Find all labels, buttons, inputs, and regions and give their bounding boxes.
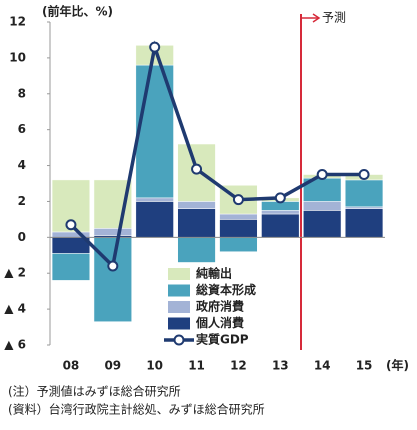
x-tick-label: 12 [230,359,247,373]
legend-swatch [168,317,190,330]
x-tick-label: 15 [356,359,373,373]
line-marker [358,169,370,181]
y-tick-label: 2 [18,194,26,208]
bar-segment [219,213,258,220]
legend-label: 総資本形成 [196,282,256,297]
y-tick-label: 12 [9,15,26,29]
y-axis-title: (前年比、%) [42,4,113,19]
bar-segment [135,197,174,202]
bar-segment [93,237,132,322]
bar-segment [344,206,384,209]
bar-segment [177,208,216,238]
y-tick-label: 6 [18,122,26,136]
y-tick-label: 8 [18,86,26,100]
bar-segment [177,201,216,209]
x-tick-label: 13 [272,359,289,373]
bar-segment [344,208,384,238]
legend-swatch [168,284,190,297]
y-tick-label: ▲ 2 [4,266,26,280]
forecast-label: 予測 [322,11,346,25]
y-tick-label: ▲ 6 [4,338,26,352]
x-tick-label: 11 [188,359,205,373]
line-marker [107,260,119,272]
legend-label: 個人消費 [195,315,244,330]
line-marker [232,194,244,206]
line-marker [274,192,286,204]
note: (資料）台湾行政院主計総処、みずほ総合研究所 [8,402,265,417]
legend-label: 純輸出 [196,266,232,281]
legend-marker [173,334,185,346]
bar-segment [219,237,258,252]
y-tick-label: ▲ 4 [4,302,26,316]
bar-segment [177,237,216,263]
x-tick-label: 14 [314,359,331,373]
legend-label: 実質GDP [196,332,249,347]
x-tick-label: 08 [63,359,80,373]
bar-segment [261,210,300,215]
x-tick-label: 10 [146,359,163,373]
y-tick-label: 10 [9,50,26,64]
legend-swatch [168,268,190,280]
bar-segment [303,210,342,238]
bar-segment [344,179,384,208]
bar-segment [261,213,300,238]
bar-segment [51,253,91,281]
note: (注）予測値はみずほ総合研究所 [8,384,181,399]
x-tick-label: 09 [104,359,121,373]
y-tick-label: 0 [18,230,26,244]
plot: ▲ 6 ▲ 4 ▲ 2 0 2 4 6 8 10 12 08 09 10 11 12 13 14 15 純輸出総資本… [4,15,385,373]
legend-swatch [168,301,190,313]
bar-segment [93,228,132,236]
line-marker [316,169,328,181]
legend-label: 政府消費 [196,299,244,314]
bar-segment [135,201,174,238]
x-unit-label: (年) [386,358,409,373]
line-marker [149,41,161,53]
forecast-arrowhead [312,13,321,23]
line-marker [191,163,203,175]
y-tick-label: 4 [18,158,26,172]
bar-segment [303,201,342,211]
line [69,40,365,270]
bar-segment [219,219,258,238]
line-marker [65,219,77,231]
